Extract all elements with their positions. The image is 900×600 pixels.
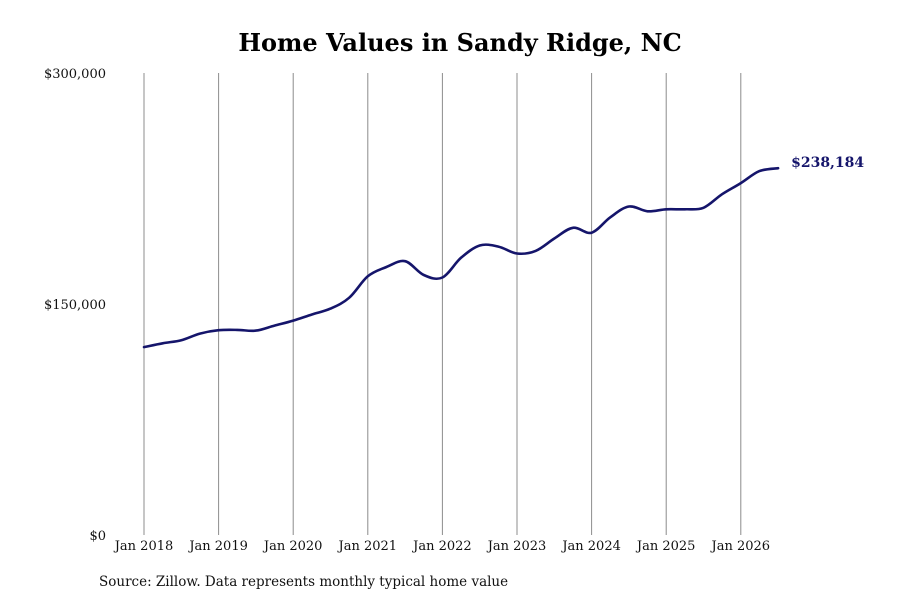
home-value-line [142, 166, 780, 349]
chart-title: Home Values in Sandy Ridge, NC [238, 28, 681, 57]
grid-lines [143, 73, 742, 535]
x-tick-label: Jan 2025 [635, 539, 696, 554]
x-tick-label: Jan 2026 [710, 539, 771, 554]
y-axis-ticks: $300,000 $150,000 $0 [44, 67, 106, 544]
x-tick-label: Jan 2023 [486, 539, 547, 554]
y-tick-label: $300,000 [44, 67, 106, 82]
x-tick-label: Jan 2019 [187, 539, 248, 554]
series-layer [142, 166, 780, 349]
x-tick-label: Jan 2020 [262, 539, 323, 554]
x-tick-label: Jan 2018 [113, 539, 174, 554]
x-tick-label: Jan 2021 [337, 539, 398, 554]
y-tick-label: $0 [89, 529, 106, 544]
x-tick-label: Jan 2024 [560, 539, 621, 554]
source-note: Source: Zillow. Data represents monthly … [99, 574, 508, 590]
y-tick-label: $150,000 [44, 298, 106, 313]
x-axis-ticks: Jan 2018 Jan 2019 Jan 2020 Jan 2021 Jan 2022… [113, 539, 770, 554]
end-value-label: $238,184 [791, 155, 864, 171]
x-tick-label: Jan 2022 [411, 539, 472, 554]
